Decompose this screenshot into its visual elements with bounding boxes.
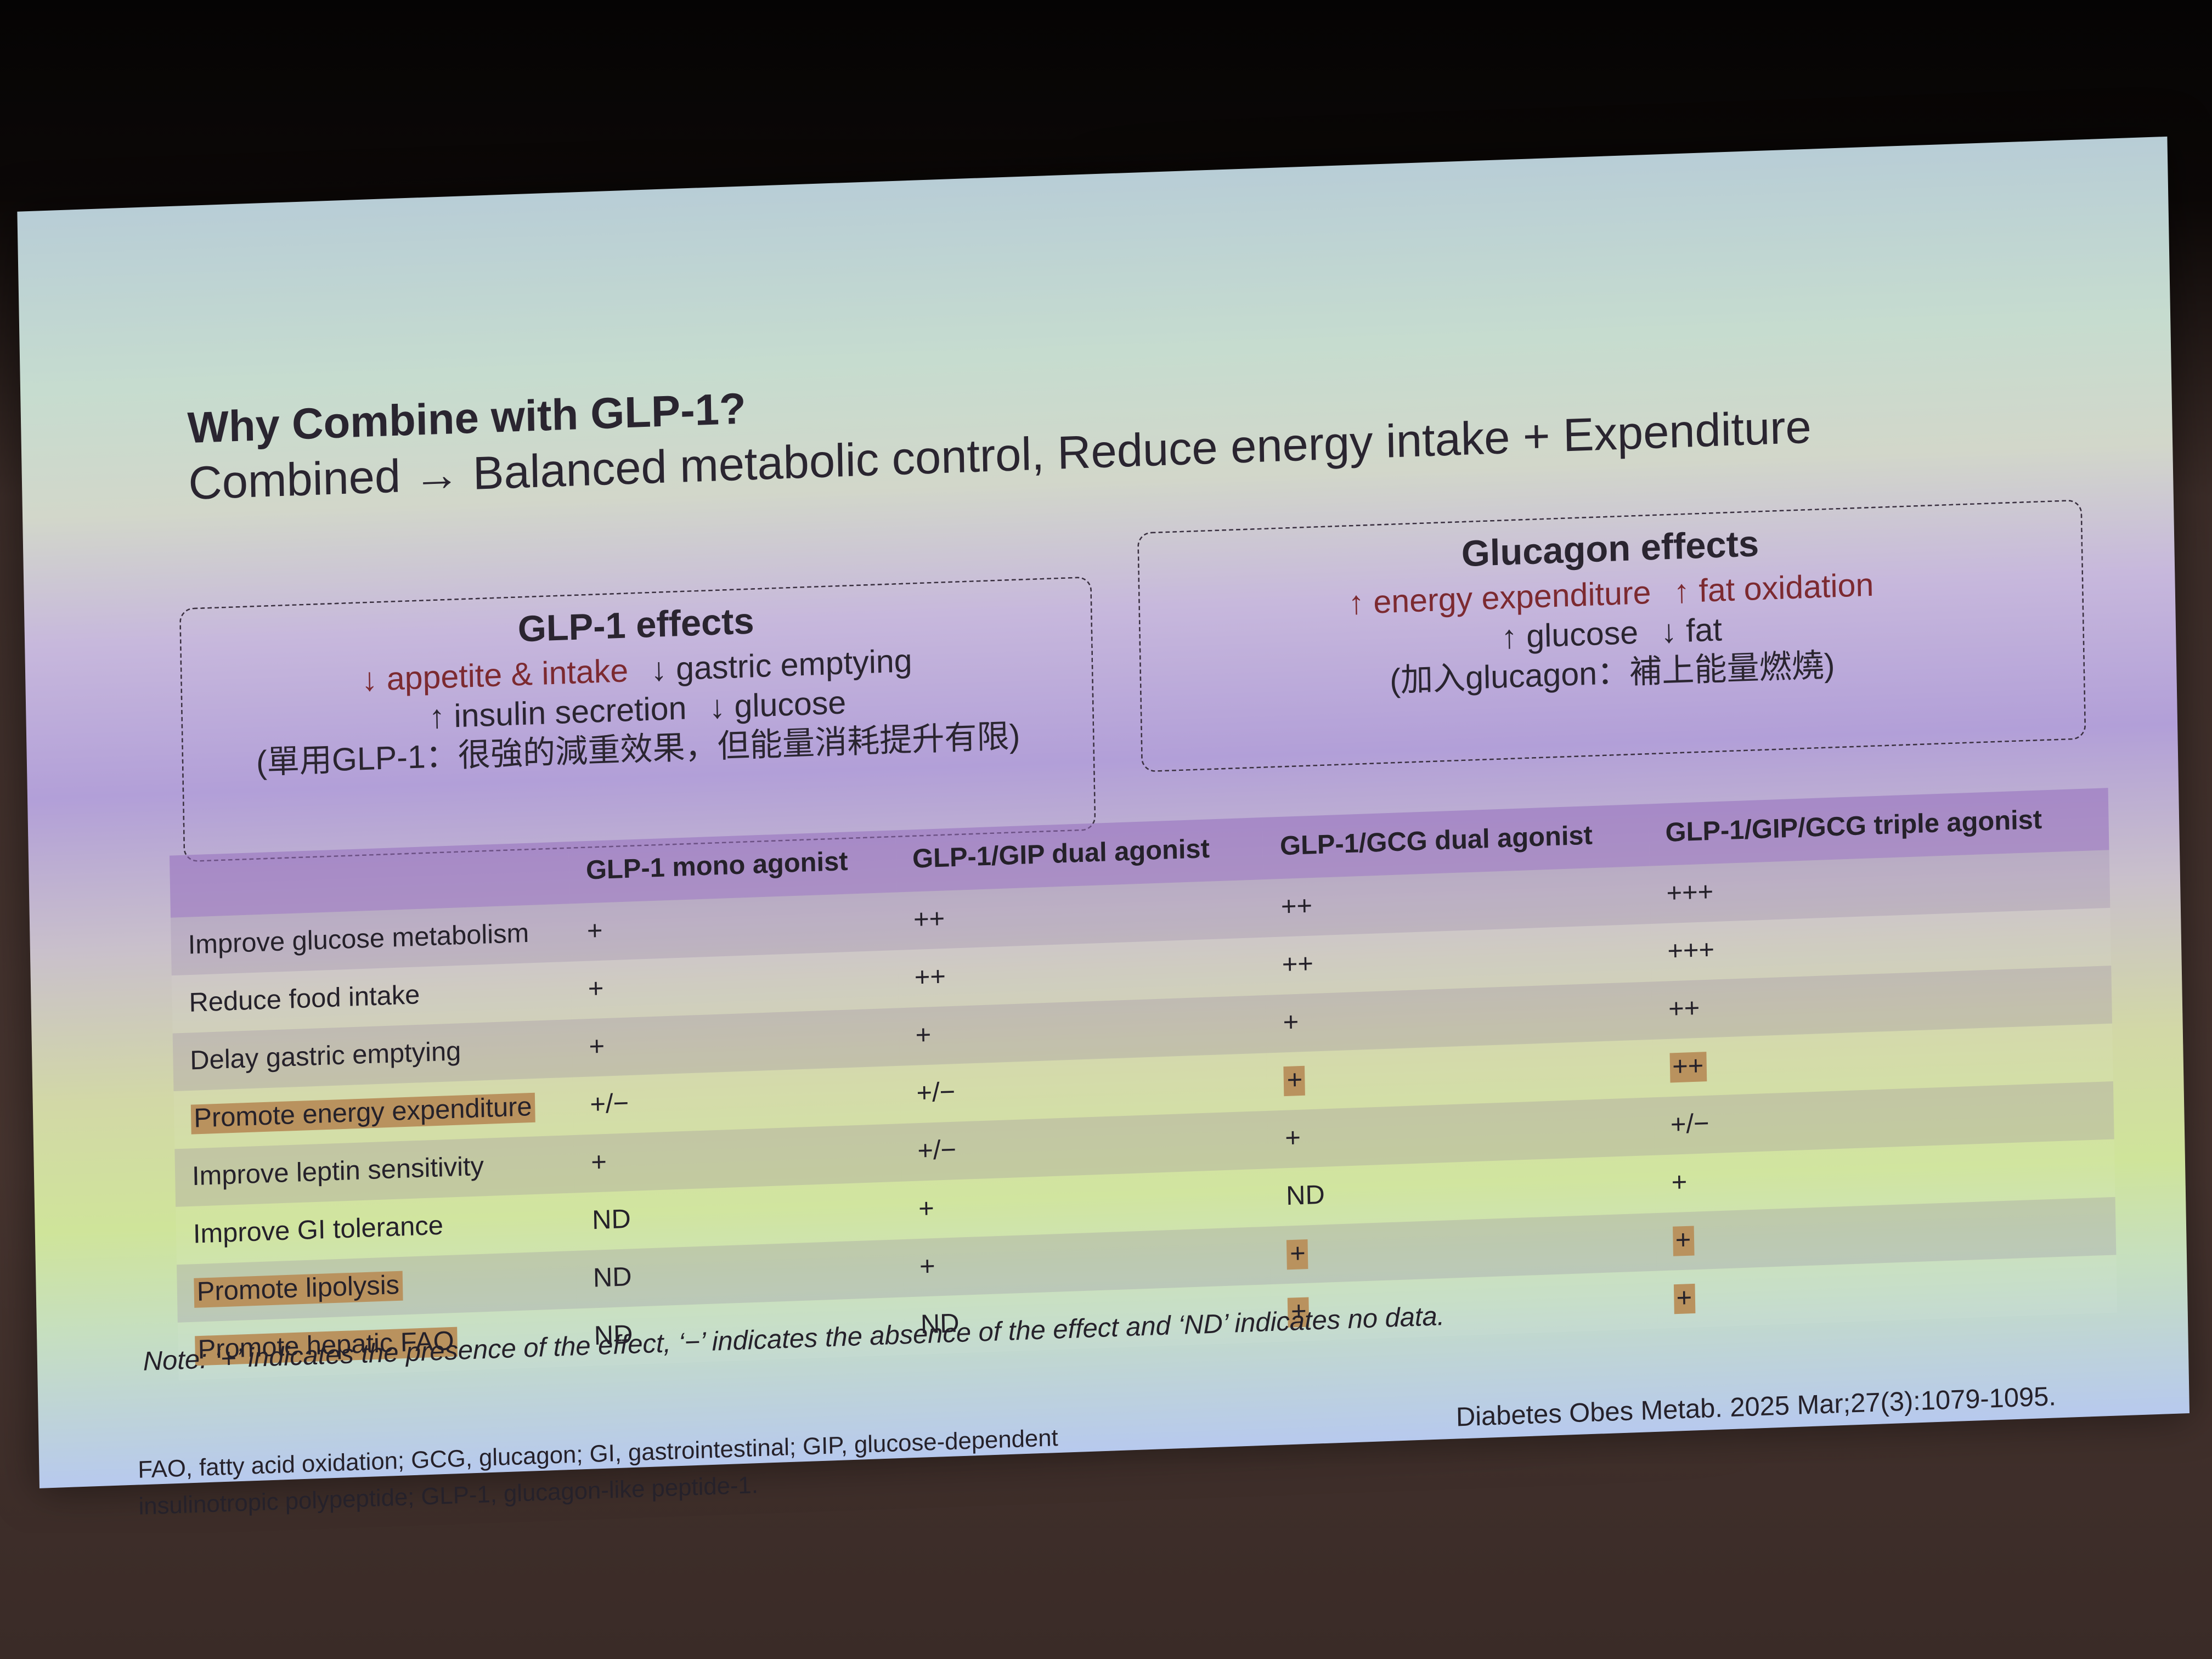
cell-value: + — [590, 1147, 607, 1178]
cell-value: +/− — [590, 1088, 629, 1120]
cell-value: + — [918, 1194, 935, 1224]
abbreviations: FAO, fatty acid oxidation; GCG, glucagon… — [138, 1420, 1059, 1526]
box-text: ↓ glucose — [708, 684, 847, 725]
comparison-table: GLP-1 mono agonist GLP-1/GIP dual agonist… — [170, 788, 2118, 1381]
cell-value: + — [1286, 1238, 1309, 1269]
cell-value: ++ — [914, 962, 946, 993]
cell: + — [571, 950, 899, 1020]
cell-value: + — [1284, 1065, 1306, 1096]
row-label: Promote energy expenditure — [190, 1092, 535, 1134]
cell-value: ND — [592, 1262, 633, 1294]
cell: ND — [574, 1181, 902, 1251]
cell-value: +/− — [916, 1077, 956, 1109]
row-label: Delay gastric emptying — [189, 1036, 461, 1076]
cell-value: + — [586, 916, 603, 946]
cell-value: ++ — [1280, 891, 1313, 922]
cell-value: + — [1283, 1007, 1299, 1038]
glp1-box: GLP-1 effects ↓ appetite & intake ↓ gastri… — [179, 576, 1096, 862]
row-label: Reduce food intake — [189, 980, 420, 1018]
cell-value: + — [1673, 1283, 1695, 1313]
cell-value: ++ — [1669, 1051, 1707, 1082]
cell-value: +/− — [917, 1135, 957, 1166]
cell-value: + — [915, 1020, 932, 1051]
cell-value: + — [919, 1251, 936, 1282]
column-header: GLP-1 mono agonist — [568, 830, 896, 904]
cell-value: +/− — [1670, 1109, 1710, 1140]
cell-value: ND — [1285, 1180, 1325, 1211]
cell-value: + — [1672, 1225, 1694, 1256]
cell: + — [573, 1124, 901, 1193]
box-text: ↑ insulin secretion — [428, 689, 687, 735]
cell-value: ND — [591, 1204, 631, 1235]
cell-value: ++ — [1282, 949, 1314, 980]
box-text: ↓ fat — [1660, 611, 1723, 650]
glucagon-box: Glucagon effects ↑ energy expenditure ↑ fa… — [1137, 499, 2086, 772]
row-label: Improve leptin sensitivity — [191, 1152, 484, 1192]
cell: + — [571, 1008, 899, 1077]
cell-value: ++ — [1668, 993, 1700, 1024]
cell: + — [569, 892, 898, 962]
cell-value: +++ — [1667, 935, 1715, 967]
box-text: ↑ fat oxidation — [1673, 566, 1874, 610]
cell-value: + — [1671, 1167, 1688, 1198]
row-label: Improve glucose metabolism — [188, 918, 529, 961]
cell-value: + — [588, 974, 604, 1005]
cell-value: + — [1284, 1123, 1301, 1154]
cell-value: ++ — [913, 904, 945, 935]
cell: +/− — [572, 1065, 900, 1136]
row-label: Improve GI tolerance — [193, 1211, 444, 1250]
box-text: ↓ gastric emptying — [650, 642, 913, 688]
citation: Diabetes Obes Metab. 2025 Mar;27(3):1079… — [1455, 1383, 2057, 1434]
cell-value: + — [589, 1031, 605, 1062]
box-text: ↑ glucose — [1500, 613, 1639, 656]
cell-value: +++ — [1666, 877, 1714, 909]
slide: Why Combine with GLP-1? Combined → Balan… — [17, 136, 2190, 1520]
cell: ND — [575, 1239, 904, 1309]
row-label: Promote lipolysis — [194, 1270, 403, 1307]
